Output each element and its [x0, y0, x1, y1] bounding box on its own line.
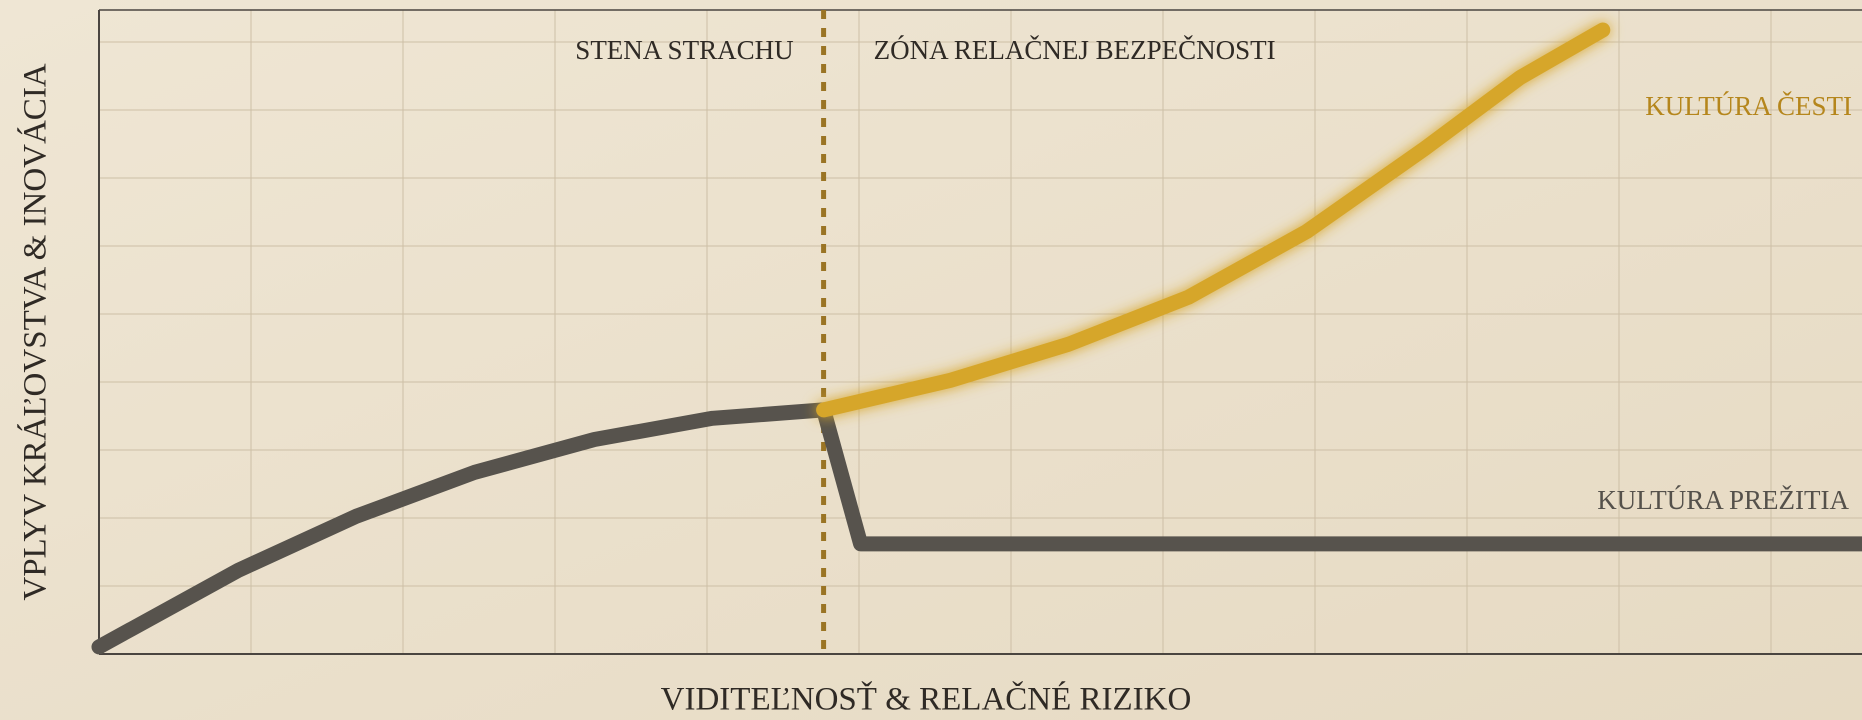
y-axis-title: VPLYV KRÁĽOVSTVA & INOVÁCIA	[17, 63, 54, 600]
x-axis-title: VIDITEĽNOSŤ & RELAČNÉ RIZIKO	[661, 680, 1192, 718]
divider-left-label: STENA STRACHU	[575, 35, 793, 65]
chart: STENA STRACHU ZÓNA RELAČNEJ BEZPEČNOSTI …	[0, 0, 1862, 720]
series-label: KULTÚRA ČESTI	[1645, 91, 1852, 121]
series-label: KULTÚRA PREŽITIA	[1597, 485, 1849, 515]
divider-right-label: ZÓNA RELAČNEJ BEZPEČNOSTI	[874, 35, 1276, 65]
background	[0, 0, 1862, 720]
